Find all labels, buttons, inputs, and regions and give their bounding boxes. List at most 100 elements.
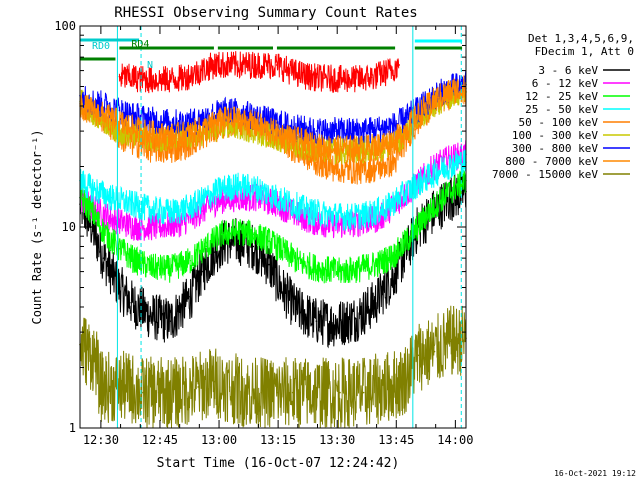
series-6-point [150, 119, 152, 121]
series-7-point [118, 121, 121, 124]
footer-date: 16-Oct-2021 19:12 [554, 469, 636, 478]
series-8-point [307, 391, 310, 394]
series-3-trace [79, 149, 467, 231]
series-6-point [394, 124, 396, 127]
series-3-point [220, 187, 223, 190]
series-8-point [433, 350, 436, 353]
legend-header: FDecim 1, Att 0 [535, 45, 634, 58]
series-8-point [291, 391, 294, 394]
series-2-trace [79, 169, 467, 284]
series-0-point [315, 320, 318, 322]
series-9-point [370, 76, 373, 79]
series-7-point [236, 119, 239, 121]
series-8-point [362, 391, 365, 394]
series-4-point [335, 167, 337, 170]
chart-title: RHESSI Observing Summary Count Rates [114, 5, 417, 21]
series-7-point [205, 127, 207, 130]
legend-entry-label: 25 - 50 keV [525, 103, 598, 116]
series-7-point [220, 119, 223, 121]
series-3-point [189, 206, 192, 209]
series-3-point [91, 187, 93, 190]
series-3-point [366, 213, 369, 216]
series-9-point [118, 75, 121, 78]
series-6-point [169, 121, 172, 124]
series-2-point [394, 253, 396, 256]
interval-label-0: RD0 [92, 41, 110, 52]
series-2-point [189, 259, 192, 262]
series-3-point [130, 203, 133, 205]
series-2-point [118, 247, 121, 250]
series-7-point [421, 109, 424, 112]
series-8-point [98, 386, 101, 388]
series-8-point [323, 391, 326, 394]
series-7-point [453, 89, 455, 91]
series-9-point [165, 78, 168, 81]
legend-entry-label: 12 - 25 keV [525, 90, 598, 103]
series-8-point [417, 354, 420, 357]
x-tick-label: 12:30 [83, 433, 119, 447]
series-7-point [189, 133, 192, 135]
series-6-point [315, 130, 318, 132]
legend-entry-label: 300 - 800 keV [512, 142, 598, 155]
series-2-point [91, 210, 93, 212]
series-0-point [102, 257, 105, 259]
series-2-point [339, 270, 341, 273]
series-8-point [142, 391, 144, 394]
series-8-point [213, 380, 215, 383]
series-0-point [252, 245, 255, 248]
series-7-point [437, 96, 440, 99]
series-1-point [339, 224, 341, 227]
series-0-point [150, 315, 152, 317]
series-7-point [354, 147, 357, 150]
series-7-point [335, 147, 337, 150]
x-axis-label: Start Time (16-Oct-07 12:24:42) [157, 456, 400, 471]
series-9-point [150, 78, 152, 81]
series-6-point [205, 116, 207, 119]
series-0-point [236, 240, 239, 242]
series-1-point [110, 217, 113, 220]
series-2-point [358, 267, 361, 270]
series-7-point [394, 139, 396, 142]
x-tick-label: 13:45 [378, 433, 414, 447]
series-8-point [386, 386, 389, 388]
series-3-point [205, 196, 207, 199]
series-0-point [280, 286, 282, 289]
series-9-point [398, 64, 400, 66]
series-3-point [256, 187, 259, 190]
series-0-point [118, 286, 121, 289]
series-2-point [425, 213, 428, 216]
legend-entry-label: 3 - 6 keV [538, 64, 598, 77]
series-9-point [291, 71, 294, 73]
series-3-point [327, 213, 329, 216]
series-9-trace [118, 51, 400, 94]
series-6-point [406, 116, 408, 119]
x-tick-label: 13:15 [260, 433, 296, 447]
series-8-point [94, 358, 97, 360]
series-2-point [150, 266, 152, 269]
series-0-point [354, 317, 357, 320]
series-7-point [256, 124, 259, 127]
series-8-point [457, 340, 459, 343]
series-9-point [354, 78, 357, 80]
series-2-point [319, 267, 322, 270]
series-7-point [406, 127, 408, 130]
series-3-point [386, 206, 389, 209]
series-1-point [157, 226, 160, 228]
series-8-point [339, 391, 341, 394]
series-7-point [130, 127, 133, 130]
series-3-point [347, 216, 349, 218]
series-8-point [276, 391, 278, 394]
legend-entry-label: 7000 - 15000 keV [492, 168, 598, 181]
series-3-point [457, 161, 459, 164]
x-tick-label: 13:00 [201, 433, 237, 447]
series-8-point [449, 340, 452, 343]
series-0-point [295, 308, 298, 310]
series-9-point [386, 71, 389, 73]
series-6-point [118, 109, 121, 112]
series-0-point [335, 322, 337, 325]
series-8-point [177, 391, 180, 394]
x-tick-label: 12:45 [142, 433, 178, 447]
series-7-point [374, 146, 377, 148]
series-6-point [374, 128, 377, 131]
